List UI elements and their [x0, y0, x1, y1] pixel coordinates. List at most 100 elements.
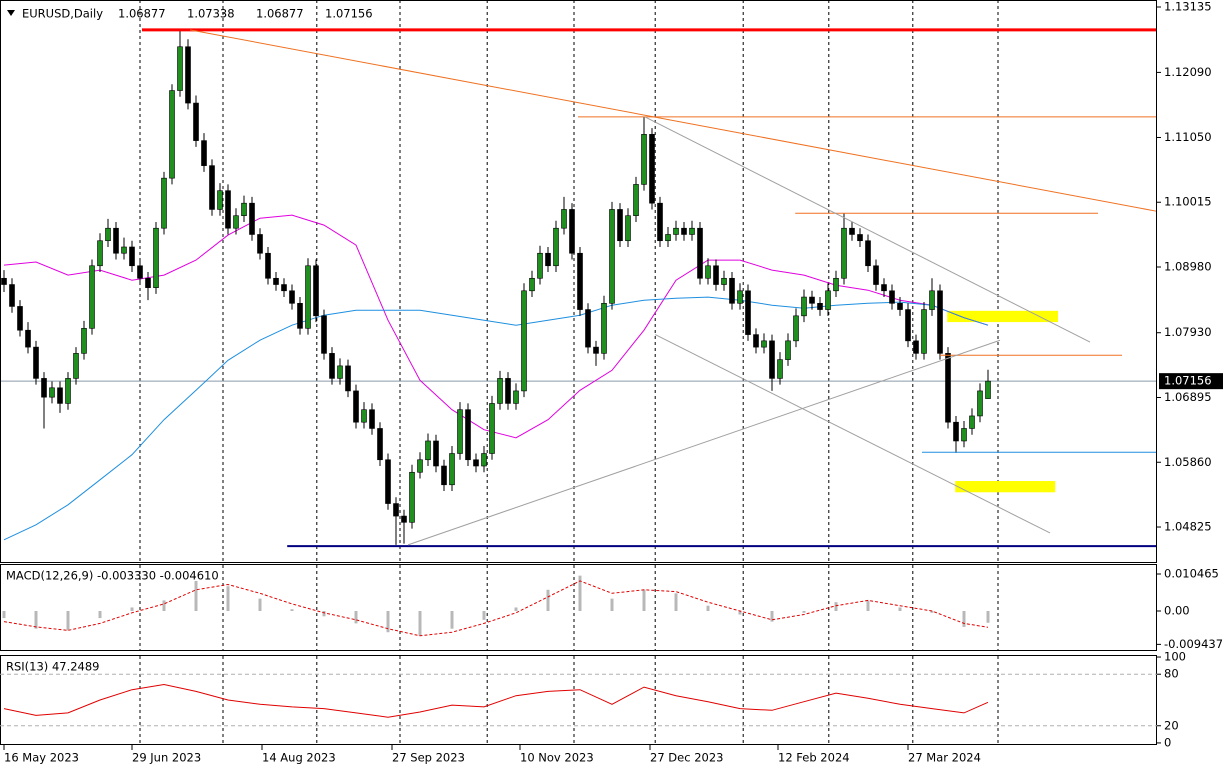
candle-body [257, 234, 263, 254]
candle-body [673, 227, 679, 235]
indicator-title: MACD(12,26,9) -0.003330 -0.004610 [6, 569, 219, 583]
highlight-zone [955, 481, 1056, 493]
candle-body [889, 290, 895, 304]
candle-body [985, 380, 991, 399]
candle-body [49, 387, 55, 398]
candle-body [753, 334, 759, 348]
macd-bar [322, 611, 326, 617]
macd-bar [2, 611, 6, 619]
candle-body [841, 227, 847, 279]
y-tick-label: 80 [1164, 667, 1179, 681]
y-tick-label: 1.10015 [1164, 195, 1212, 209]
candle-body [25, 329, 31, 348]
candle-body [313, 265, 319, 317]
candle-body [513, 390, 519, 404]
candle-body [745, 290, 751, 335]
y-tick-label: 1.08980 [1164, 260, 1212, 274]
candle-body [433, 440, 439, 467]
y-tick-label: 1.05860 [1164, 455, 1212, 469]
candle-body [57, 387, 63, 404]
macd-bar [898, 607, 902, 612]
candle-body [1, 277, 7, 285]
candle-body [849, 227, 855, 235]
candle-body [417, 459, 423, 473]
macd-bar [226, 586, 230, 612]
price-panel [0, 0, 1158, 745]
trendline [644, 116, 1091, 343]
candle-body [857, 234, 863, 242]
macd-bar [418, 611, 422, 636]
candle-body [601, 303, 607, 354]
candle-body [9, 284, 15, 307]
macd-panel-border [0, 564, 1157, 651]
candle-body [321, 315, 327, 354]
y-tick-label: -0.009437 [1164, 637, 1223, 651]
candle-body [249, 202, 255, 235]
y-tick-label: 100 [1164, 650, 1186, 664]
low-value: 1.06877 [256, 7, 304, 21]
candle-body [521, 290, 527, 392]
symbol-menu-icon[interactable] [7, 10, 15, 16]
candle-body [897, 303, 903, 310]
macd-bar [642, 589, 646, 612]
candle-body [17, 306, 23, 331]
candle-body [817, 303, 823, 310]
candle-body [729, 277, 735, 304]
trendline [407, 339, 1001, 546]
candle-body [129, 246, 135, 267]
price-panel-border [0, 0, 1157, 563]
candle-body [113, 227, 119, 254]
candle-body [201, 140, 207, 166]
macd-bar [738, 611, 742, 615]
candle-body [89, 265, 95, 329]
candle-body [873, 265, 879, 285]
symbol-label: EURUSD,Daily [22, 7, 103, 21]
candle-body [281, 284, 287, 292]
candle-body [905, 309, 911, 342]
macd-bar [514, 607, 518, 612]
candle-body [529, 277, 535, 292]
y-tick-label: 0.010465 [1164, 566, 1219, 580]
candle-body [233, 215, 239, 229]
macd-bar [802, 611, 806, 613]
candle-body [553, 227, 559, 267]
candle-body [697, 227, 703, 279]
candle-body [561, 209, 567, 229]
x-tick-label: 27 Mar 2024 [908, 751, 981, 765]
open-value: 1.06877 [118, 7, 166, 21]
macd-bar [386, 611, 390, 633]
candle-body [81, 328, 87, 354]
candle-body [641, 134, 647, 185]
candle-body [457, 409, 463, 454]
candle-body [273, 277, 279, 285]
candle-body [825, 290, 831, 310]
macd-bar [194, 580, 198, 612]
macd-bar [354, 611, 358, 624]
candle-body [977, 390, 983, 417]
candle-body [337, 365, 343, 379]
candle-body [193, 102, 199, 141]
macd-bar [546, 589, 550, 612]
candle-body [409, 471, 415, 523]
y-tick-label: 20 [1164, 718, 1179, 732]
y-tick-label: 0.00 [1164, 604, 1190, 618]
candle-body [465, 409, 471, 461]
candle-body [929, 290, 935, 310]
candle-body [617, 209, 623, 242]
macd-bar [578, 575, 582, 612]
macd-bar [290, 609, 294, 612]
moving-average [3, 214, 989, 439]
candle-body [737, 290, 743, 304]
candle-body [705, 265, 711, 279]
macd-bar [450, 611, 454, 629]
candle-body [793, 315, 799, 342]
macd-bar [162, 600, 166, 612]
macd-bar [834, 602, 838, 612]
y-tick-label: 0 [1164, 735, 1171, 749]
candle-body [145, 277, 151, 288]
candle-body [633, 184, 639, 217]
candle-body [161, 177, 167, 229]
candle-body [809, 296, 815, 304]
